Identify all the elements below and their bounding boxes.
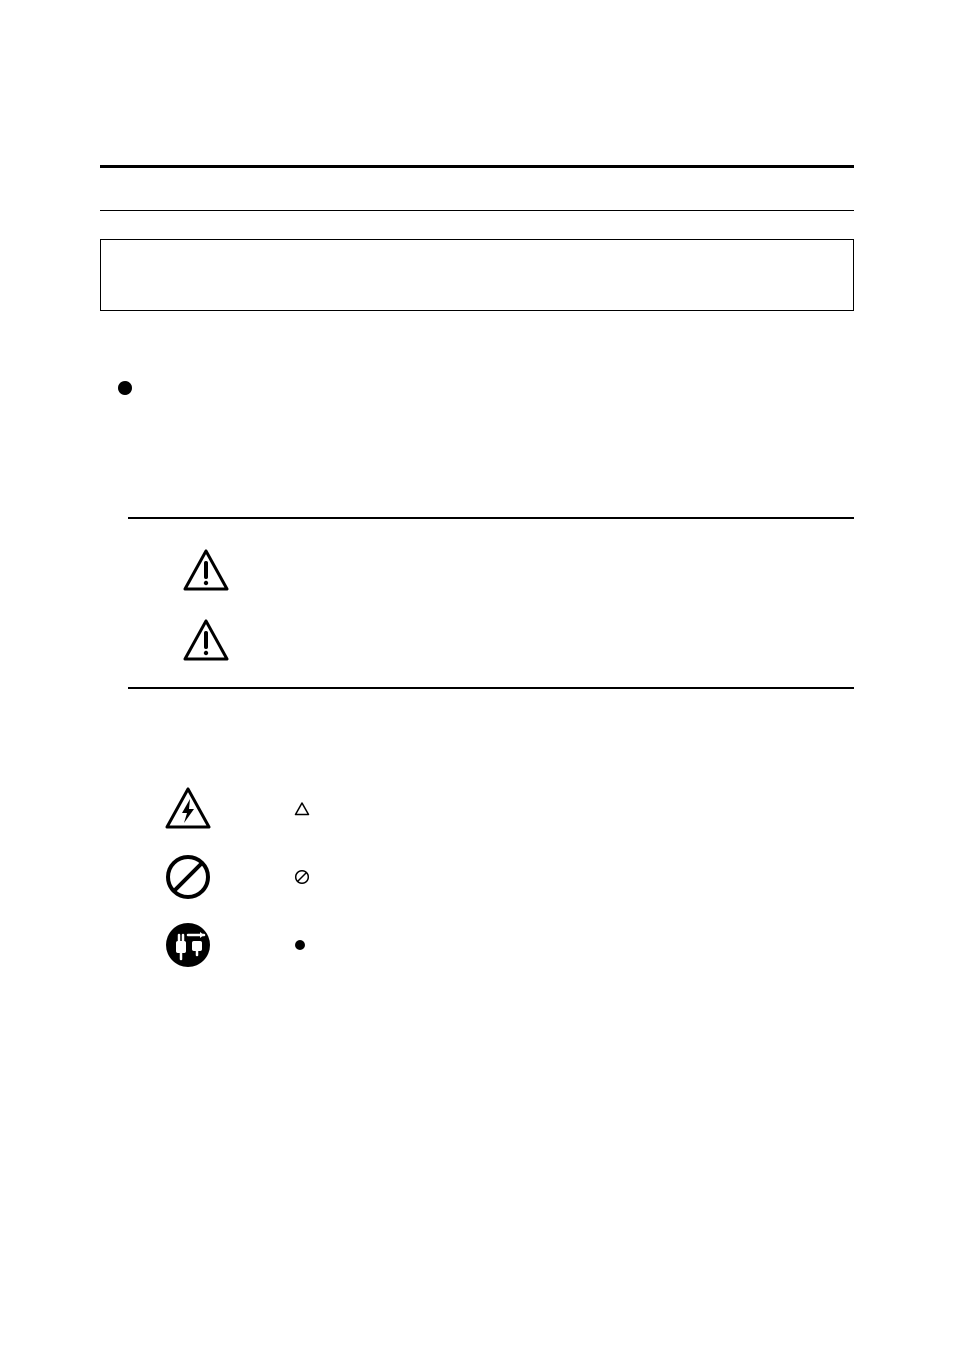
section-divider-top — [128, 517, 854, 519]
dot-small-icon — [294, 939, 306, 951]
lightning-triangle-icon — [164, 785, 212, 833]
section-divider-bottom — [128, 687, 854, 689]
legend-column — [164, 785, 854, 969]
warning-triangle-icon — [182, 547, 230, 595]
warning-icon-column — [182, 547, 854, 665]
warning-row — [182, 547, 854, 595]
warning-row — [182, 617, 854, 665]
legend-row — [164, 853, 854, 901]
divider-thick — [100, 165, 854, 168]
unplug-icon — [164, 921, 212, 969]
bullet-dot-icon — [118, 381, 132, 395]
prohibit-small-icon — [294, 869, 310, 885]
legend-row — [164, 785, 854, 833]
page-content — [0, 0, 954, 969]
divider-thin — [100, 210, 854, 211]
bullet-item — [100, 381, 854, 395]
triangle-small-icon — [294, 801, 310, 817]
prohibit-icon — [164, 853, 212, 901]
warning-triangle-icon — [182, 617, 230, 665]
legend-row — [164, 921, 854, 969]
note-box — [100, 239, 854, 311]
